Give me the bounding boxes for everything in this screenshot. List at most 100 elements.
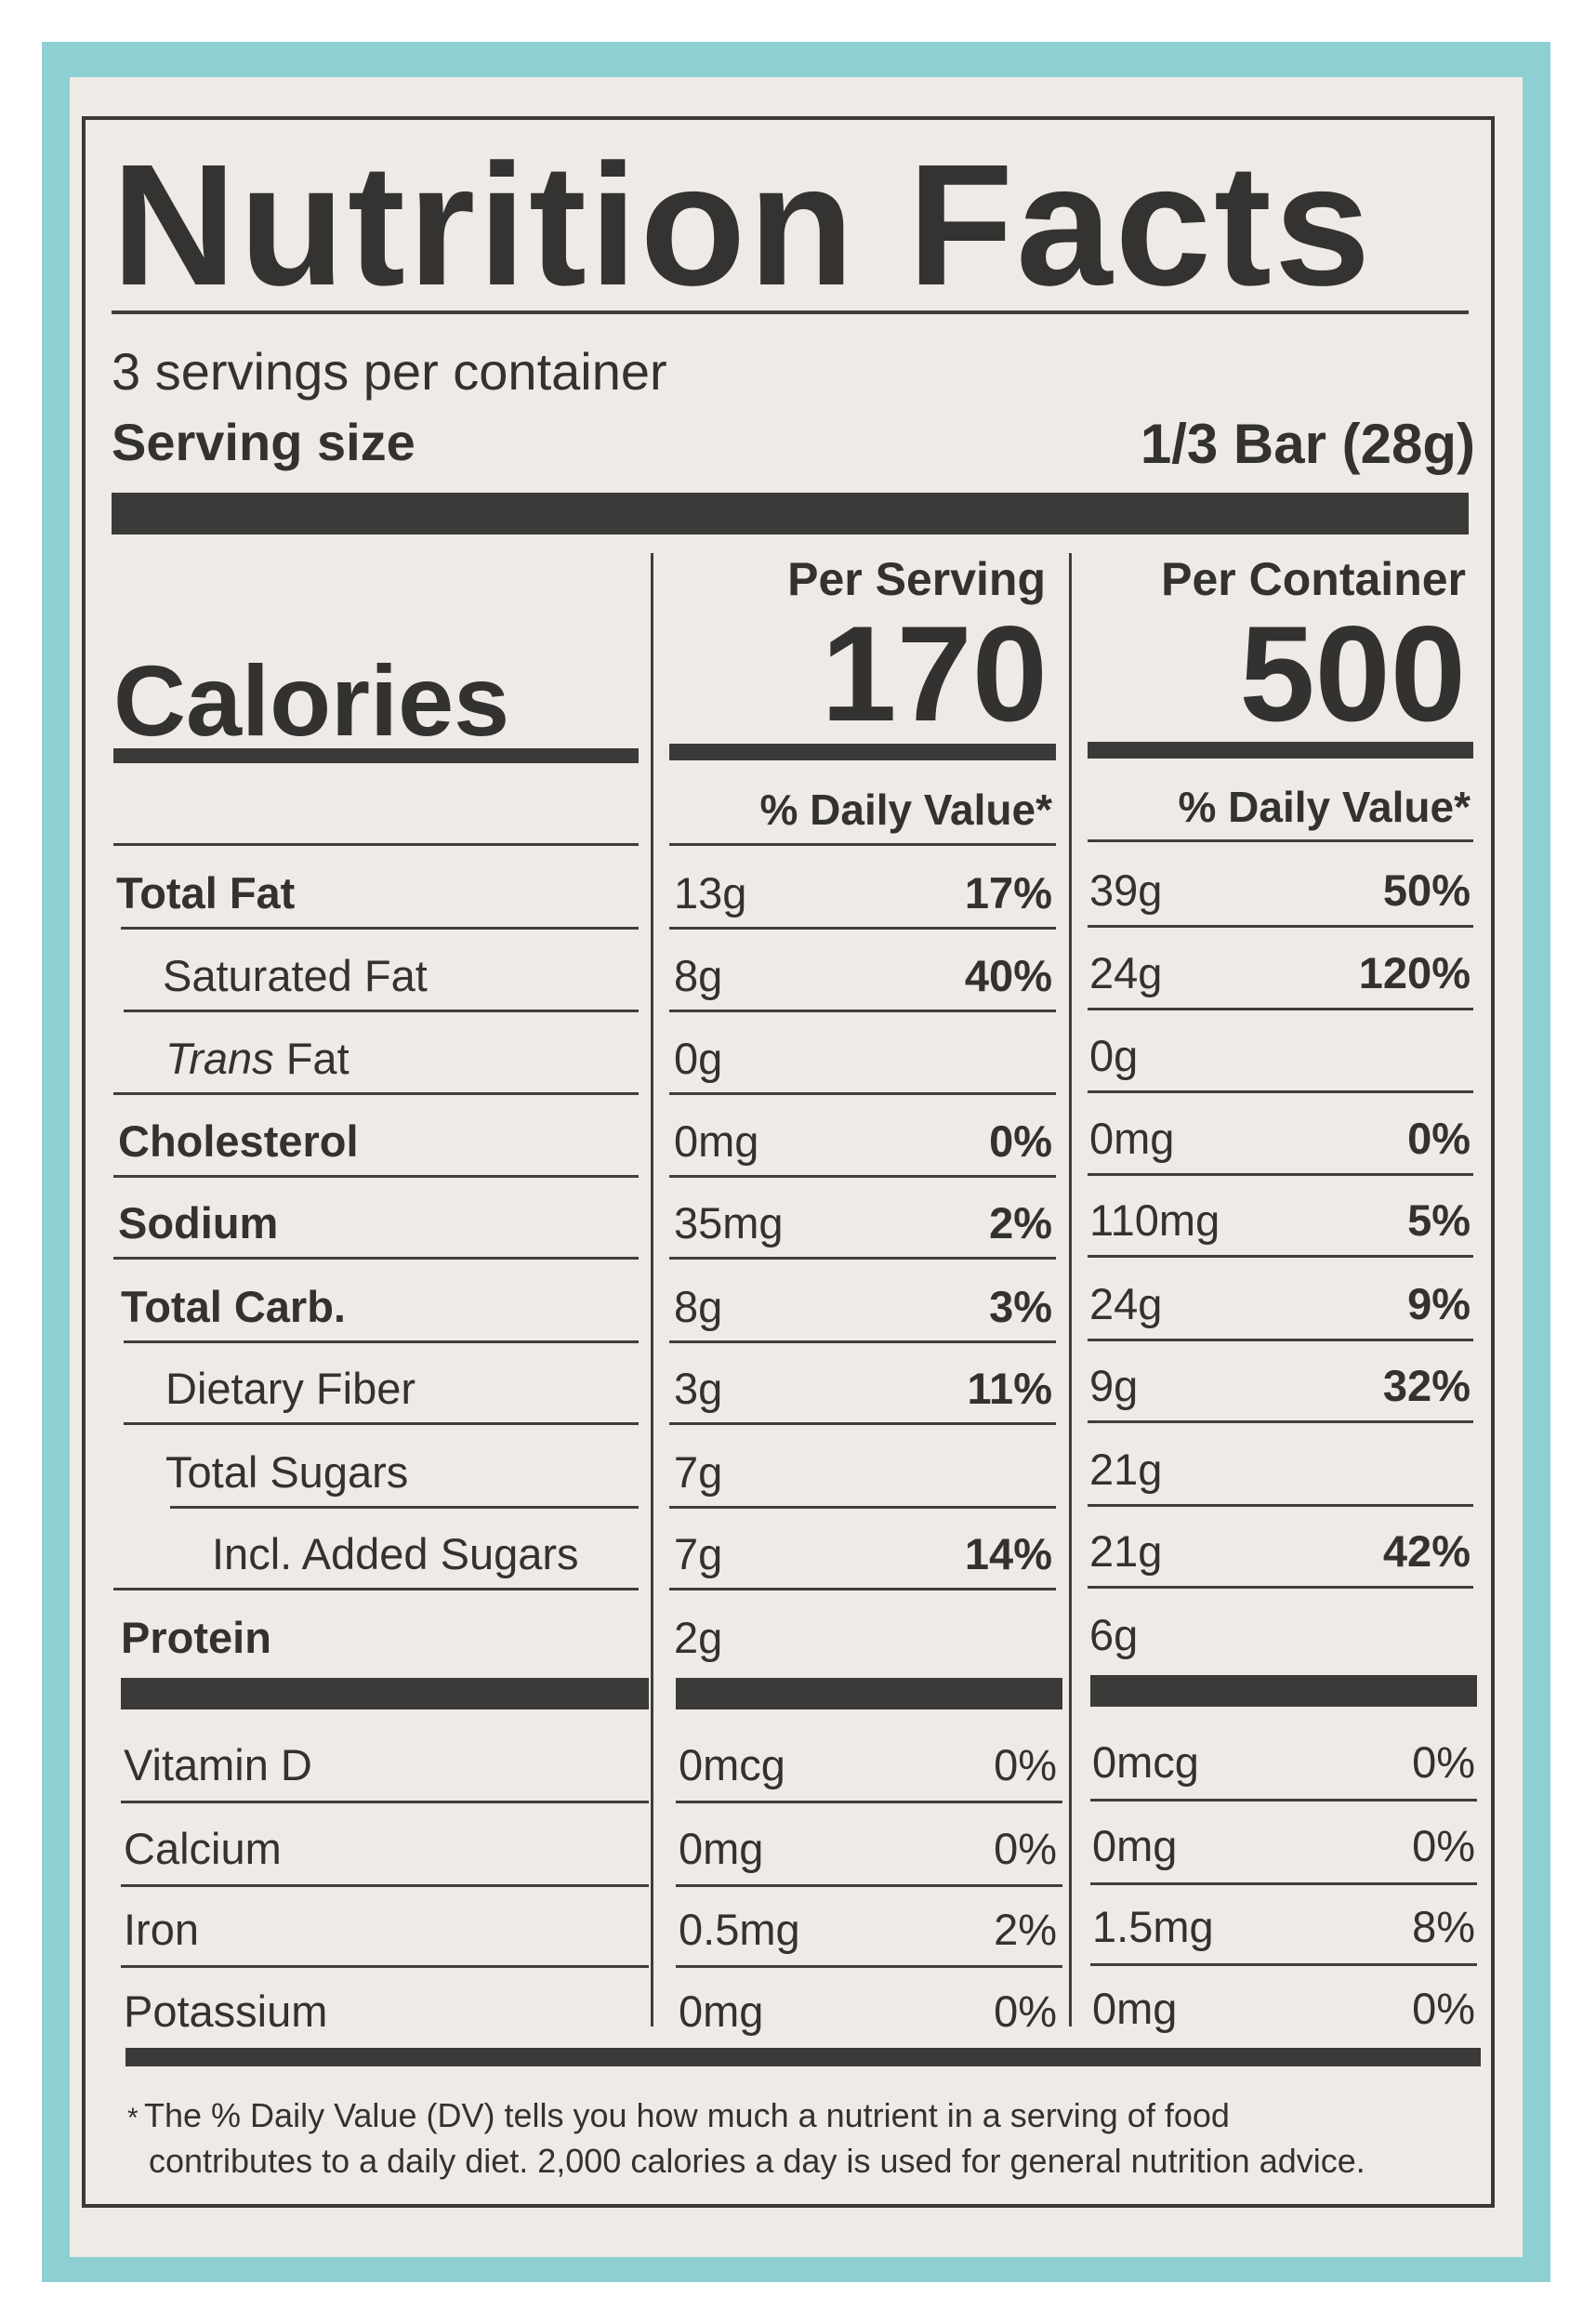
serving-amount: 13g — [674, 868, 747, 917]
row-rule — [124, 1010, 639, 1012]
row-rule — [1088, 1090, 1473, 1093]
serving-amount: 2g — [674, 1613, 723, 1662]
vitamin-name: Calcium — [124, 1824, 282, 1873]
container-amount: 24g — [1089, 1279, 1163, 1328]
row-rule — [1090, 1963, 1477, 1966]
row-rule — [121, 1801, 649, 1803]
nutrient-name-italic: Trans — [165, 1034, 274, 1083]
container-amount: 0mcg — [1092, 1737, 1199, 1787]
row-rule — [1088, 1339, 1473, 1341]
protein-thick-rule — [1090, 1675, 1477, 1707]
serving-amount: 35mg — [674, 1198, 784, 1247]
row-rule — [676, 1965, 1062, 1968]
servings-per-container: 3 servings per container — [112, 342, 667, 401]
row-rule — [121, 1884, 649, 1887]
container-daily-value: 0% — [1412, 1737, 1475, 1787]
calories-per-serving: 170 — [821, 598, 1048, 749]
protein-thick-rule — [121, 1678, 649, 1709]
row-rule — [669, 843, 1056, 846]
vitamin-name: Vitamin D — [124, 1740, 312, 1789]
container-daily-value: 42% — [1382, 1526, 1471, 1576]
row-rule — [1090, 1882, 1477, 1885]
container-daily-value: 0% — [1407, 1114, 1471, 1163]
row-rule — [669, 1422, 1056, 1425]
thick-rule-top — [112, 493, 1469, 535]
row-rule — [1090, 1799, 1477, 1802]
row-rule — [669, 1588, 1056, 1590]
serving-amount: 0mg — [679, 1824, 764, 1873]
serving-size-value: 1/3 Bar (28g) — [1140, 413, 1475, 475]
row-rule — [113, 1588, 639, 1590]
footnote-line-1: The % Daily Value (DV) tells you how muc… — [144, 2096, 1230, 2134]
per-container-header: Per Container — [1161, 553, 1466, 605]
serving-daily-value: 11% — [967, 1364, 1052, 1413]
row-rule — [1088, 925, 1473, 928]
container-daily-value: 8% — [1412, 1902, 1475, 1951]
column-divider-2 — [1069, 553, 1072, 2026]
row-rule — [121, 927, 639, 930]
row-rule — [124, 1340, 639, 1343]
container-amount: 21g — [1089, 1445, 1163, 1494]
serving-daily-value: 14% — [964, 1529, 1052, 1578]
serving-daily-value: 40% — [964, 951, 1052, 1000]
nutrient-name: Cholesterol — [118, 1116, 359, 1166]
calories-rule-container — [1088, 742, 1473, 759]
row-rule — [170, 1506, 639, 1509]
serving-amount: 0mg — [674, 1116, 759, 1166]
container-amount: 0mg — [1092, 1821, 1178, 1870]
row-rule — [113, 1175, 639, 1178]
container-daily-value: 9% — [1407, 1279, 1471, 1328]
container-amount: 0g — [1089, 1031, 1139, 1080]
row-rule — [124, 1422, 639, 1425]
serving-amount: 0g — [674, 1034, 723, 1083]
container-daily-value: 5% — [1407, 1195, 1471, 1245]
container-daily-value: 0% — [1412, 1821, 1475, 1870]
container-amount: 1.5mg — [1092, 1902, 1214, 1951]
row-rule — [121, 1965, 649, 1968]
serving-daily-value: 0% — [994, 1824, 1057, 1873]
row-rule — [1088, 1173, 1473, 1176]
container-amount: 9g — [1089, 1361, 1139, 1410]
nutrition-panel — [82, 116, 1495, 2208]
row-rule — [113, 1257, 639, 1260]
nutrient-name: Trans Fat — [165, 1036, 350, 1080]
row-rule — [1088, 1504, 1473, 1507]
row-rule — [669, 1010, 1056, 1012]
serving-amount: 8g — [674, 951, 723, 1000]
label-card — [70, 77, 1523, 2257]
nutrient-name: Total Sugars — [165, 1447, 409, 1497]
protein-thick-rule — [676, 1678, 1062, 1709]
row-rule — [676, 1884, 1062, 1887]
thick-rule-bottom — [125, 2048, 1481, 2066]
serving-daily-value: 0% — [994, 1986, 1057, 2036]
serving-daily-value: 3% — [989, 1282, 1052, 1331]
container-amount: 39g — [1089, 865, 1163, 915]
row-rule — [669, 927, 1056, 930]
title-rule — [112, 310, 1469, 314]
serving-amount: 8g — [674, 1282, 723, 1331]
serving-daily-value: 17% — [964, 868, 1052, 917]
serving-size-label: Serving size — [112, 413, 415, 471]
per-serving-header: Per Serving — [787, 553, 1046, 605]
label-title: Nutrition Facts — [112, 129, 1374, 322]
container-amount: 0mg — [1092, 1984, 1178, 2033]
container-daily-value: 120% — [1358, 948, 1471, 997]
nutrient-name: Total Carb. — [121, 1282, 346, 1331]
container-daily-value: 32% — [1382, 1361, 1471, 1410]
nutrient-name: Total Fat — [116, 868, 296, 917]
row-rule — [1088, 1420, 1473, 1423]
row-rule — [669, 1257, 1056, 1260]
nutrient-name: Sodium — [118, 1198, 279, 1247]
serving-amount: 0mcg — [679, 1740, 785, 1789]
row-rule — [113, 1092, 639, 1095]
nutrient-name-rest: Fat — [273, 1034, 350, 1083]
serving-amount: 7g — [674, 1447, 723, 1497]
container-daily-value: 0% — [1412, 1984, 1475, 2033]
serving-amount: 0mg — [679, 1986, 764, 2036]
serving-daily-value: 0% — [994, 1740, 1057, 1789]
footnote-star: * — [127, 2103, 138, 2133]
row-rule — [676, 1801, 1062, 1803]
calories-rule-serving — [669, 744, 1056, 760]
row-rule — [1088, 1586, 1473, 1589]
